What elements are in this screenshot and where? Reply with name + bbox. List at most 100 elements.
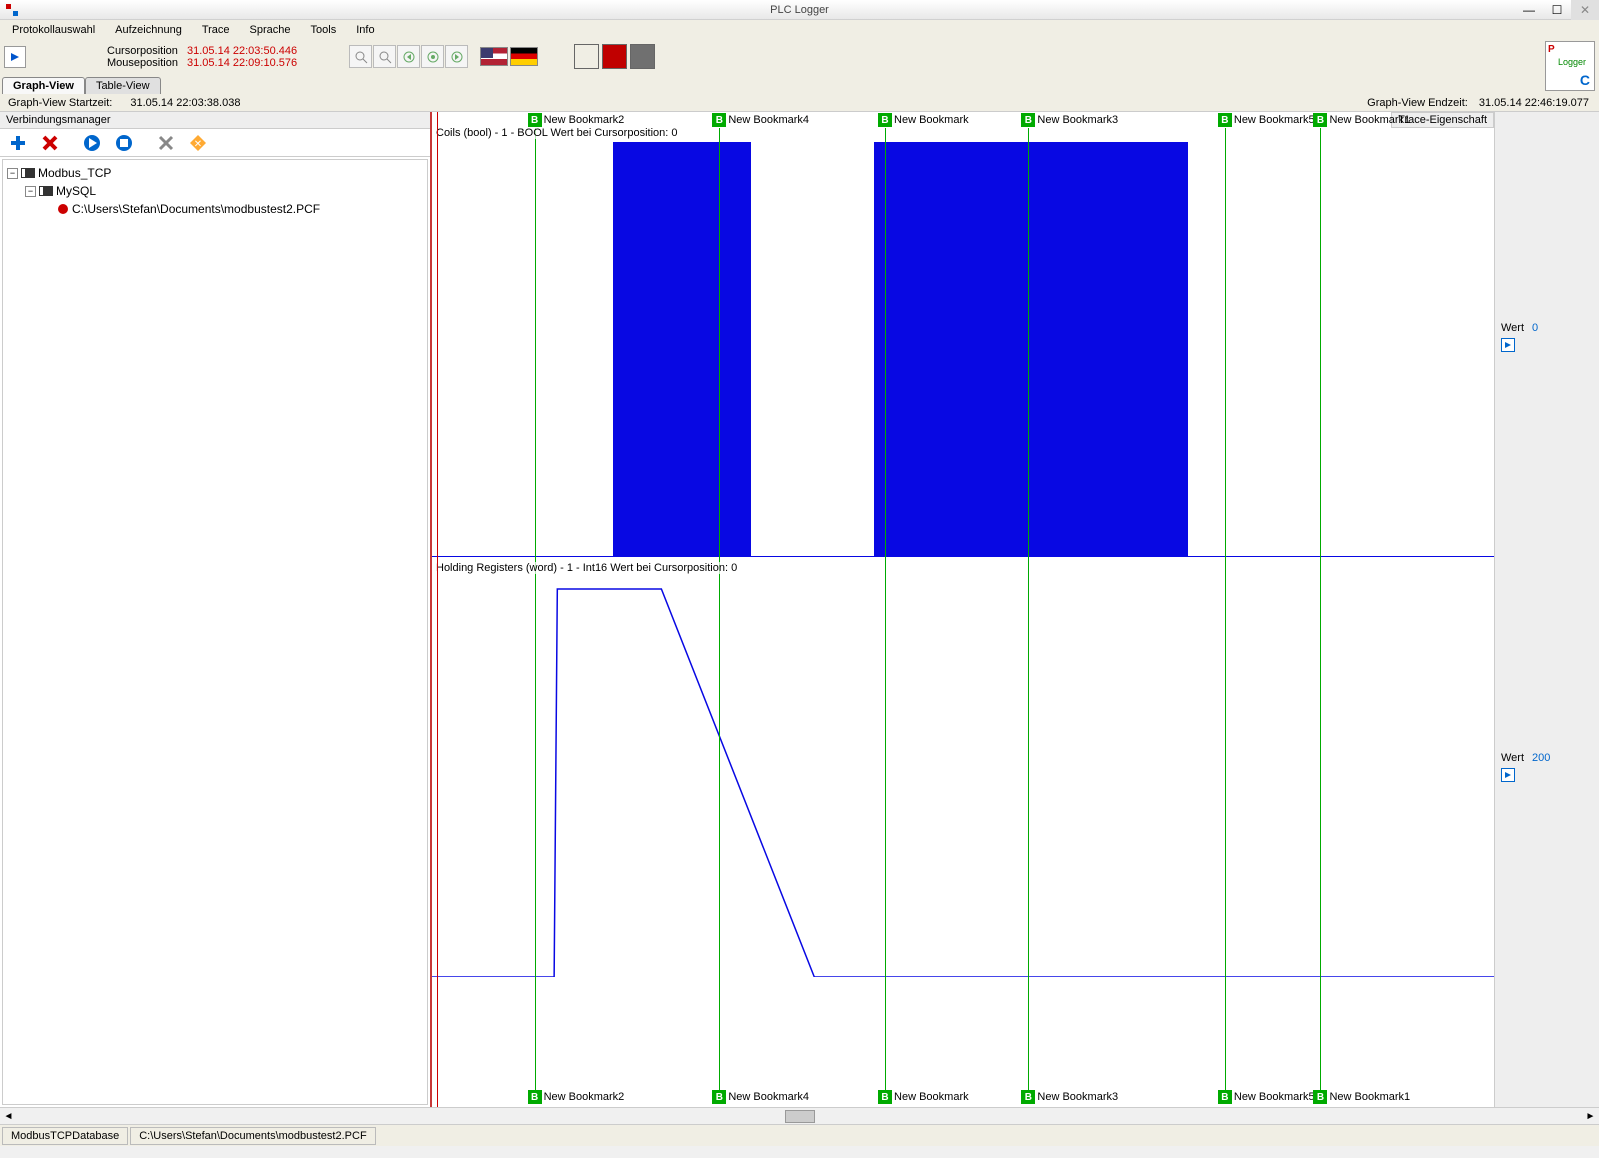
chart-coils: Coils (bool) - 1 - BOOL Wert bei Cursorp…	[432, 127, 1494, 557]
bookmark-label: New Bookmark	[894, 1091, 969, 1103]
bookmark-0[interactable]: BNew Bookmark2	[528, 1089, 625, 1105]
flag-us-icon[interactable]	[480, 47, 508, 66]
minimize-button[interactable]: —	[1515, 0, 1543, 20]
clear-button[interactable]: ✕	[184, 131, 212, 155]
end-time-label: Graph-View Endzeit:	[1367, 97, 1468, 109]
bookmark-vline	[535, 128, 536, 1091]
stop-button[interactable]	[110, 131, 138, 155]
bookmark-1[interactable]: BNew Bookmark4	[712, 112, 809, 128]
bookmark-2[interactable]: BNew Bookmark	[878, 112, 969, 128]
view-tabs: Graph-View Table-View	[0, 74, 1599, 94]
panel-header: Verbindungsmanager	[0, 112, 430, 129]
plc-icon	[21, 168, 35, 178]
menu-sprache[interactable]: Sprache	[244, 22, 297, 38]
bookmark-5[interactable]: BNew Bookmark1	[1313, 112, 1410, 128]
chart2-label: Holding Registers (word) - 1 - Int16 Wer…	[434, 562, 739, 574]
bookmark-4[interactable]: BNew Bookmark5	[1218, 1089, 1315, 1105]
bookmark-badge-icon: B	[712, 113, 726, 127]
mouse-pos-label: Mouseposition	[107, 57, 179, 69]
swatch-3[interactable]	[630, 44, 655, 69]
swatch-2[interactable]	[602, 44, 627, 69]
tree-leaf[interactable]: C:\Users\Stefan\Documents\modbustest2.PC…	[7, 200, 423, 218]
nav-home-icon[interactable]	[421, 45, 444, 68]
menu-tools[interactable]: Tools	[305, 22, 343, 38]
wert1-value: 0	[1532, 322, 1538, 334]
tree-child[interactable]: − MySQL	[7, 182, 423, 200]
graph-main[interactable]: Trace-Eigenschaft BNew Bookmark2BNew Boo…	[432, 112, 1494, 1107]
bookmark-label: New Bookmark5	[1234, 114, 1315, 126]
tab-table-view[interactable]: Table-View	[85, 77, 161, 94]
wert2-label: Wert	[1501, 752, 1524, 764]
bookmark-badge-icon: B	[528, 113, 542, 127]
tree-root[interactable]: − Modbus_TCP	[7, 164, 423, 182]
chart-holding-registers: Holding Registers (word) - 1 - Int16 Wer…	[432, 562, 1494, 977]
expand-icon[interactable]: −	[7, 168, 18, 179]
tool-button[interactable]	[152, 131, 180, 155]
file-icon	[57, 203, 69, 215]
window-title: PLC Logger	[770, 4, 829, 16]
run-button[interactable]	[78, 131, 106, 155]
zoom-in-icon[interactable]	[349, 45, 372, 68]
time-info-bar: Graph-View Startzeit: 31.05.14 22:03:38.…	[0, 94, 1599, 112]
close-button[interactable]: ✕	[1571, 0, 1599, 20]
bookmark-label: New Bookmark3	[1037, 114, 1118, 126]
bookmark-vline	[1320, 128, 1321, 1091]
db-icon	[39, 186, 53, 196]
menu-info[interactable]: Info	[350, 22, 380, 38]
bookmark-3[interactable]: BNew Bookmark3	[1021, 112, 1118, 128]
bookmark-vline	[1028, 128, 1029, 1091]
zoom-out-icon[interactable]	[373, 45, 396, 68]
panel-toolbar: ✕	[0, 129, 430, 157]
coil-bar-0	[613, 142, 751, 557]
scroll-right-icon[interactable]: ►	[1582, 1108, 1599, 1125]
delete-button[interactable]	[36, 131, 64, 155]
bookmark-0[interactable]: BNew Bookmark2	[528, 112, 625, 128]
bookmark-badge-icon: B	[1021, 1090, 1035, 1104]
menu-bar: Protokollauswahl Aufzeichnung Trace Spra…	[0, 20, 1599, 39]
bookmark-5[interactable]: BNew Bookmark1	[1313, 1089, 1410, 1105]
bookmark-label: New Bookmark2	[544, 1091, 625, 1103]
mouse-pos-value: 31.05.14 22:09:10.576	[187, 57, 297, 69]
bookmark-label: New Bookmark2	[544, 114, 625, 126]
start-time-label: Graph-View Startzeit:	[8, 97, 112, 109]
title-bar: PLC Logger — ☐ ✕	[0, 0, 1599, 20]
expand-icon[interactable]: −	[25, 186, 36, 197]
bookmark-3[interactable]: BNew Bookmark3	[1021, 1089, 1118, 1105]
connection-tree[interactable]: − Modbus_TCP − MySQL C:\Users\Stefan\Doc…	[2, 159, 428, 1105]
bookmark-1[interactable]: BNew Bookmark4	[712, 1089, 809, 1105]
chart1-label: Coils (bool) - 1 - BOOL Wert bei Cursorp…	[434, 127, 679, 139]
bookmark-2[interactable]: BNew Bookmark	[878, 1089, 969, 1105]
nav-prev-icon[interactable]	[397, 45, 420, 68]
swatch-1[interactable]	[574, 44, 599, 69]
maximize-button[interactable]: ☐	[1543, 0, 1571, 20]
nav-next-icon[interactable]	[445, 45, 468, 68]
play-button[interactable]	[4, 46, 26, 68]
tree-child-label: MySQL	[56, 184, 96, 198]
play-icon[interactable]	[1501, 338, 1515, 352]
cursor-pos-label: Cursorposition	[107, 45, 179, 57]
bookmark-badge-icon: B	[878, 113, 892, 127]
register-line	[432, 589, 1494, 977]
cursor-line[interactable]	[437, 112, 438, 1107]
add-button[interactable]	[4, 131, 32, 155]
app-icon	[4, 2, 20, 18]
horizontal-scrollbar[interactable]: ◄ ►	[0, 1107, 1599, 1124]
bookmark-label: New Bookmark4	[728, 114, 809, 126]
scroll-left-icon[interactable]: ◄	[0, 1108, 17, 1125]
menu-aufzeichnung[interactable]: Aufzeichnung	[109, 22, 188, 38]
menu-trace[interactable]: Trace	[196, 22, 236, 38]
svg-text:✕: ✕	[194, 139, 202, 150]
flag-de-icon[interactable]	[510, 47, 538, 66]
scroll-thumb[interactable]	[785, 1110, 815, 1123]
bookmark-label: New Bookmark	[894, 114, 969, 126]
left-panel: Verbindungsmanager ✕ − Modbus_TCP − MySQ…	[0, 112, 432, 1107]
status-bar: ModbusTCPDatabase C:\Users\Stefan\Docume…	[0, 1124, 1599, 1146]
bookmark-badge-icon: B	[528, 1090, 542, 1104]
menu-protokollauswahl[interactable]: Protokollauswahl	[6, 22, 101, 38]
position-info: Cursorposition 31.05.14 22:03:50.446 Mou…	[107, 45, 297, 69]
bookmark-label: New Bookmark5	[1234, 1091, 1315, 1103]
bookmark-4[interactable]: BNew Bookmark5	[1218, 112, 1315, 128]
tab-graph-view[interactable]: Graph-View	[2, 77, 85, 94]
bookmark-badge-icon: B	[1313, 113, 1327, 127]
play-icon[interactable]	[1501, 768, 1515, 782]
